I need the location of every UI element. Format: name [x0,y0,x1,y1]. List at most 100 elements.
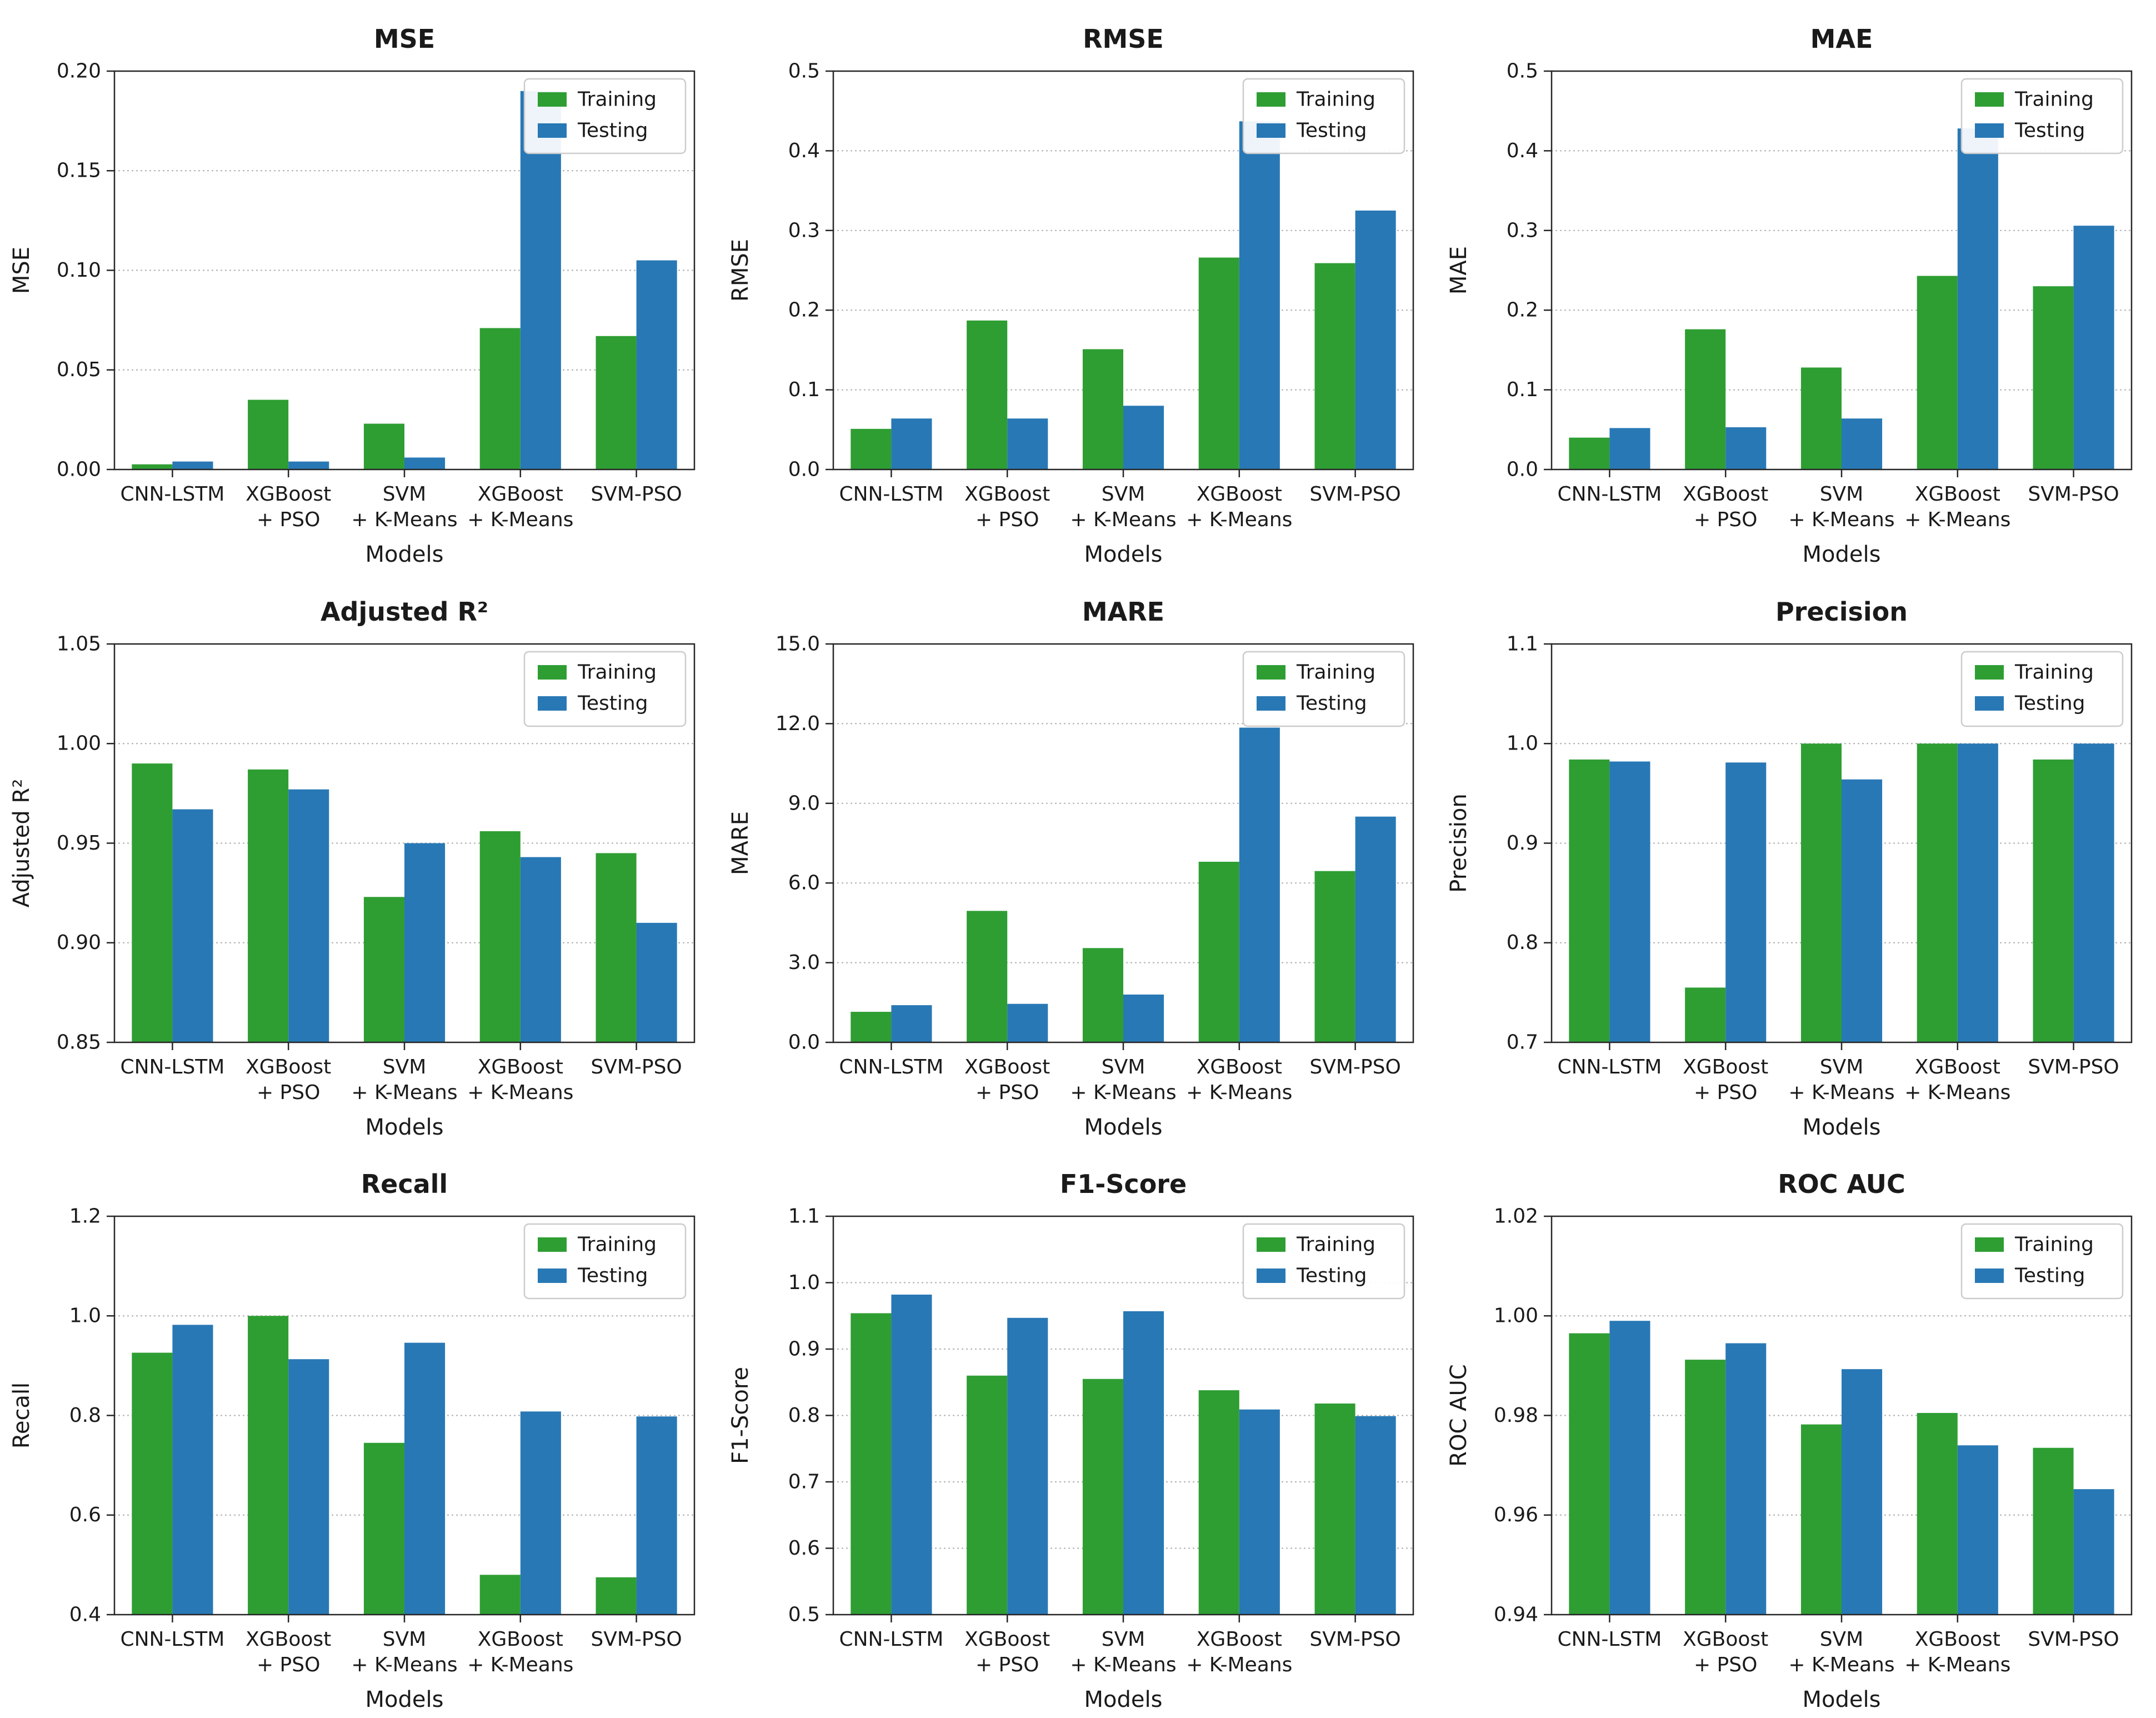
y-tick-label: 0.2 [1507,299,1538,322]
legend-label-training: Training [1296,1233,1375,1256]
y-tick-label: 0.15 [57,159,101,182]
bar-training [248,1316,289,1615]
x-axis-label: Models [1084,1115,1162,1140]
bar-testing [1609,761,1650,1042]
bar-testing [404,843,446,1042]
y-tick-label: 1.00 [57,732,101,755]
bar-testing [288,1359,329,1615]
bar-testing [2073,743,2114,1042]
bar-testing [1725,1343,1767,1615]
chart-canvas-precision: 0.7 0.8 0.9 1.0 1.1 CNN-LSTM XGBoost + PSO SVM + … [1446,597,2133,1140]
bar-testing [1842,418,1883,470]
bar-training [1685,987,1726,1042]
legend-label-testing: Testing [1296,119,1367,142]
y-tick-label: 1.0 [69,1305,101,1327]
x-tick-label: SVM-PSO [1309,1056,1400,1078]
bar-testing [1007,1318,1048,1615]
x-tick-label: + PSO [1694,1654,1757,1676]
legend-swatch-training [537,665,567,680]
y-tick-label: 1.1 [1507,632,1538,655]
bar-training [2033,1448,2074,1615]
y-tick-label: 0.6 [788,1537,819,1560]
chart-mae: 0.0 0.1 0.2 0.3 0.4 0.5 CNN-LSTM XGBoost + PSO SV… [1437,0,2156,573]
plot-box [832,643,1414,1043]
y-axis-label: RMSE [728,239,753,302]
legend-swatch-training [1975,92,2004,107]
legend-label-training: Training [577,661,657,683]
legend-label-training: Training [2014,88,2094,111]
bar-training [132,763,173,1042]
y-tick-label: 15.0 [776,632,820,655]
legend-swatch-testing [537,1268,567,1283]
legend-label-testing: Testing [1296,692,1367,715]
y-tick-label: 0.96 [1494,1504,1538,1527]
legend-label-testing: Testing [2014,692,2085,715]
y-tick-label: 1.1 [788,1205,819,1228]
bar-training [363,896,404,1042]
x-tick-label: CNN-LSTM [839,1628,943,1651]
x-tick-label: + K-Means [1905,1654,2011,1676]
y-tick-label: 3.0 [788,951,819,974]
y-tick-label: 12.0 [776,712,820,735]
y-tick-label: 0.1 [788,378,819,401]
bar-testing [1958,1445,1999,1615]
y-tick-label: 0.00 [57,458,101,481]
y-tick-label: 0.7 [1507,1031,1538,1053]
bar-training [1569,437,1610,470]
x-axis-label: Models [1084,542,1162,567]
x-tick-label: + K-Means [1905,508,2011,531]
bar-testing [1007,418,1048,470]
x-tick-label: SVM [1820,1056,1864,1078]
x-tick-label: XGBoost [246,1628,331,1651]
x-tick-label: + K-Means [1070,1654,1176,1676]
bar-training [1198,257,1239,470]
bar-training [1569,1333,1610,1615]
y-tick-label: 0.8 [1507,931,1538,954]
chart-roc-auc: 0.94 0.96 0.98 1.00 1.02 CNN-LSTM XGBoost + PSO… [1437,1145,2156,1718]
bar-training [1801,743,1842,1042]
x-tick-label: + K-Means [1070,508,1176,531]
x-axis-label: Models [1803,1687,1881,1712]
bar-training [850,428,892,470]
x-axis-label: Models [1803,1115,1881,1140]
bar-testing [891,1295,932,1615]
y-tick-label: 9.0 [788,792,819,815]
bar-testing [404,1342,446,1615]
bar-testing [1123,994,1164,1042]
x-tick-label: XGBoost [478,1628,563,1651]
bar-training [479,1575,521,1615]
y-tick-label: 0.1 [1507,378,1538,401]
x-tick-label: SVM-PSO [2028,1628,2119,1651]
bar-training [596,853,637,1042]
bar-testing [172,809,213,1042]
bar-testing [288,789,329,1042]
x-tick-label: XGBoost [246,483,331,506]
bar-testing [1355,816,1396,1042]
bar-testing [1007,1003,1048,1042]
bar-training [966,320,1007,470]
legend-swatch-testing [1975,1268,2004,1283]
bar-training [132,464,173,470]
chart-canvas-f1-score: 0.5 0.6 0.7 0.8 0.9 1.0 1.1 CNN-LSTM XGBoost + PS… [728,1169,1414,1712]
bar-testing [636,260,677,470]
bar-testing [1355,1416,1396,1615]
bar-training [1917,276,1958,470]
x-tick-label: SVM [1101,1628,1145,1651]
bar-training [2033,759,2074,1042]
x-axis-label: Models [1803,542,1881,567]
x-axis-label: Models [1084,1687,1162,1712]
bar-testing [2073,1489,2114,1615]
x-tick-label: XGBoost [1683,1628,1768,1651]
chart-recall: 0.4 0.6 0.8 1.0 1.2 CNN-LSTM XGBoost + PSO SVM + … [0,1145,719,1718]
bar-training [132,1352,173,1615]
bar-training [2033,286,2074,470]
legend-swatch-testing [1256,1268,1285,1283]
bar-training [1917,743,1958,1042]
x-tick-label: + K-Means [1905,1081,2011,1104]
bar-training [596,336,637,470]
x-tick-label: CNN-LSTM [120,483,224,506]
x-tick-label: SVM [1101,1056,1145,1078]
bar-testing [1958,128,1999,470]
